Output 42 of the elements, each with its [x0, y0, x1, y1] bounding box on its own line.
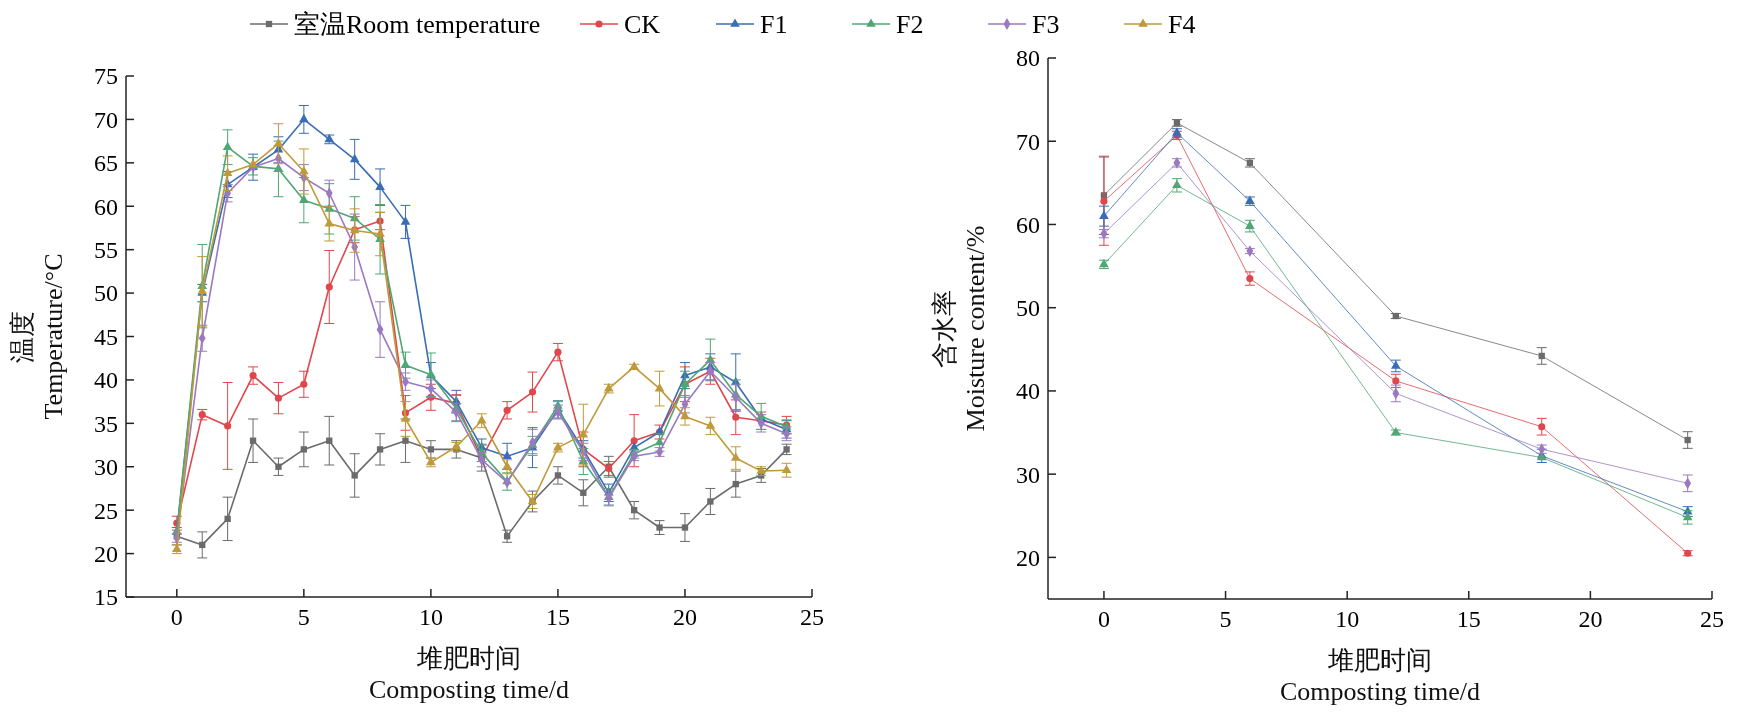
x-tick-label: 25 — [1700, 606, 1724, 632]
y-tick-label: 25 — [94, 497, 118, 524]
y-tick-label: 50 — [1016, 295, 1040, 322]
y-tick-label: 50 — [94, 280, 118, 307]
x-tick-label: 0 — [170, 604, 183, 630]
x-tick-label: 10 — [418, 604, 443, 630]
y-tick-label: 60 — [94, 193, 118, 220]
x-tick-label: 20 — [1578, 606, 1603, 632]
y-tick-label: 15 — [94, 584, 118, 611]
x-tick-label: 0 — [1097, 606, 1110, 632]
x-tick-label: 15 — [545, 604, 570, 630]
y-tick-label: 80 — [1016, 45, 1040, 72]
legend-label: CK — [624, 10, 661, 40]
y-tick-label: 60 — [1016, 211, 1040, 238]
legend-label: F4 — [1168, 10, 1196, 40]
legend-label: F3 — [1032, 10, 1060, 40]
y-tick-label: 20 — [1016, 544, 1040, 571]
x-tick-label: 20 — [672, 604, 697, 630]
y-tick-label: 20 — [94, 540, 118, 567]
legend-label: 室温Room temperature — [294, 10, 541, 40]
legend-label: F2 — [896, 10, 924, 40]
y-tick-label: 40 — [1016, 378, 1040, 405]
x-tick-label: 10 — [1335, 606, 1360, 632]
x-axis-title: 堆肥时间 Composting time/d — [1279, 646, 1481, 707]
y-tick-label: 30 — [1016, 461, 1040, 488]
y-tick-label: 55 — [94, 237, 118, 264]
y-tick-label: 35 — [94, 410, 118, 437]
x-tick-label: 15 — [1456, 606, 1481, 632]
x-tick-label: 25 — [800, 604, 824, 630]
x-tick-label: 5 — [1219, 606, 1232, 632]
y-tick-label: 75 — [94, 63, 118, 90]
y-tick-label: 70 — [1016, 128, 1040, 155]
y-axis-title: 含水率 Moisture content/% — [930, 225, 991, 432]
x-tick-label: 5 — [297, 604, 310, 630]
y-tick-label: 40 — [94, 367, 118, 394]
y-tick-label: 45 — [94, 323, 118, 350]
y-tick-label: 30 — [94, 454, 118, 481]
x-axis-title: 堆肥时间 Composting time/d — [368, 644, 570, 705]
legend-label: F1 — [760, 10, 788, 40]
y-tick-label: 65 — [94, 150, 118, 177]
y-axis-title: 温度 Temperature/°C — [8, 253, 69, 420]
y-tick-label: 70 — [94, 106, 118, 133]
